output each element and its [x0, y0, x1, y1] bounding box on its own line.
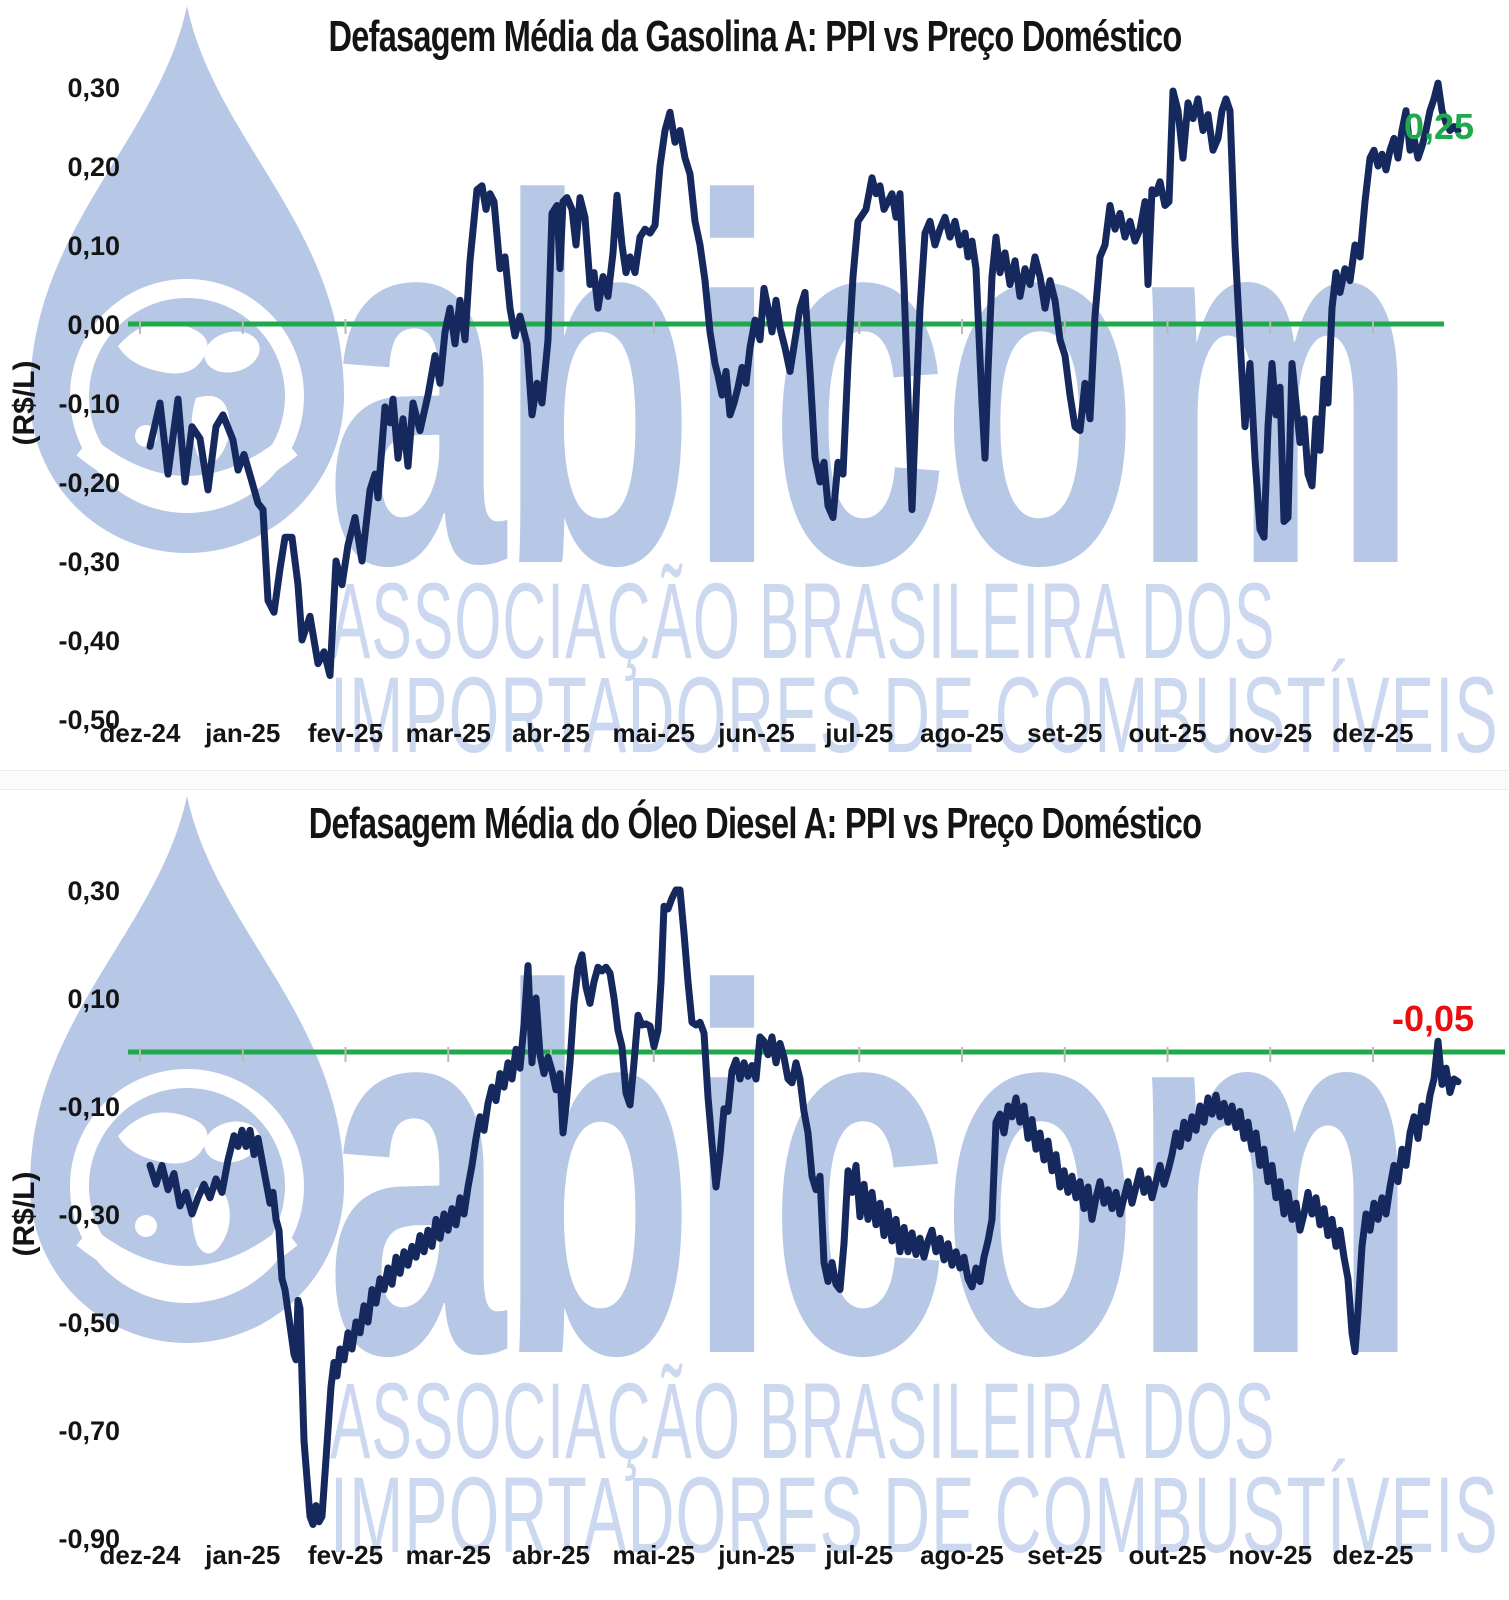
y-tick-label: -0,10	[58, 389, 120, 419]
x-tick-label: jul-25	[824, 718, 893, 748]
y-tick-label: 0,10	[67, 231, 120, 261]
watermark-subtext-line2: IMPORTADORES DE COMBUSTÍVEIS	[330, 654, 1499, 770]
x-tick-label: abr-25	[512, 718, 590, 748]
x-tick-label: set-25	[1027, 1540, 1102, 1570]
plot-layer: dez-24 jan-25 fev-25 mar-25 abr-25 mai-25 jun-…	[58, 876, 1505, 1570]
series-line	[146, 886, 1462, 1528]
diesel-chart: abicom ASSOCIAÇÃO BRASILEIRA DOS IMPORTA…	[8, 796, 1505, 1575]
x-tick-label: dez-24	[100, 1540, 181, 1570]
y-tick-label: -0,30	[58, 1200, 120, 1230]
x-tick-label: fev-25	[308, 718, 383, 748]
y-tick-label: 0,30	[67, 876, 120, 906]
watermark-subtext-line2: IMPORTADORES DE COMBUSTÍVEIS	[330, 1454, 1499, 1575]
y-tick-label: 0,00	[67, 310, 120, 340]
x-tick-label: jan-25	[204, 718, 280, 748]
diesel-chart-panel: abicom ASSOCIAÇÃO BRASILEIRA DOS IMPORTA…	[0, 790, 1509, 1600]
gasolina-chart: abicom ASSOCIAÇÃO BRASILEIRA DOS IMPORTA…	[8, 6, 1499, 770]
y-tick-label: -0,50	[58, 705, 120, 735]
x-tick-label: dez-24	[100, 718, 181, 748]
y-tick-label: -0,10	[58, 1092, 120, 1122]
x-tick-label: nov-25	[1228, 718, 1312, 748]
y-tick-label: -0,20	[58, 468, 120, 498]
watermark-brand-text: abicom	[326, 881, 1410, 1463]
last-value-label: -0,05	[1392, 998, 1474, 1039]
x-tick-label: nov-25	[1228, 1540, 1312, 1570]
globe-continent-east	[204, 331, 260, 373]
globe-swoosh	[76, 436, 298, 500]
x-tick-label: out-25	[1129, 1540, 1207, 1570]
x-tick-label: mar-25	[406, 718, 491, 748]
plot-layer: dez-24 jan-25 fev-25 mar-25 abr-25 mai-25 jun-…	[58, 73, 1474, 748]
chart-title: Defasagem Média da Gasolina A: PPI vs Pr…	[328, 12, 1181, 61]
y-tick-label: -0,40	[58, 626, 120, 656]
y-tick-label: -0,70	[58, 1416, 120, 1446]
y-axis-title: (R$/L)	[8, 1172, 41, 1257]
y-tick-label: -0,50	[58, 1308, 120, 1338]
globe-continent-south	[191, 1185, 230, 1254]
y-tick-label: -0,90	[58, 1524, 120, 1554]
x-tick-label: jun-25	[717, 718, 795, 748]
x-tick-label: dez-25	[1333, 718, 1414, 748]
abicom-watermark: abicom ASSOCIAÇÃO BRASILEIRA DOS IMPORTA…	[30, 796, 1499, 1575]
chart-title: Defasagem Média do Óleo Diesel A: PPI vs…	[309, 798, 1202, 848]
x-tick-label: mai-25	[613, 1540, 695, 1570]
x-tick-label: jun-25	[717, 1540, 795, 1570]
x-tick-label: ago-25	[920, 718, 1004, 748]
x-tick-label: fev-25	[308, 1540, 383, 1570]
watermark-subtext-line1: ASSOCIAÇÃO BRASILEIRA DOS	[330, 561, 1275, 682]
x-tick-label: ago-25	[920, 1540, 1004, 1570]
x-tick-label: mai-25	[613, 718, 695, 748]
x-tick-label: jul-25	[824, 1540, 893, 1570]
globe-continent-north	[118, 1112, 208, 1164]
x-tick-label: abr-25	[512, 1540, 590, 1570]
panel-divider	[0, 770, 1509, 790]
series-line	[146, 79, 1462, 679]
y-tick-label: -0,30	[58, 547, 120, 577]
last-value-label: 0,25	[1404, 106, 1474, 147]
x-tick-label: dez-25	[1333, 1540, 1414, 1570]
y-tick-label: 0,10	[67, 984, 120, 1014]
y-tick-label: 0,30	[67, 73, 120, 103]
x-tick-label: set-25	[1027, 718, 1102, 748]
x-tick-label: mar-25	[406, 1540, 491, 1570]
y-axis-title: (R$/L)	[8, 361, 41, 446]
watermark-subtext-line1: ASSOCIAÇÃO BRASILEIRA DOS	[330, 1361, 1275, 1482]
globe-swoosh	[76, 1226, 298, 1290]
globe-island	[135, 1215, 157, 1237]
globe-continent-north	[118, 322, 208, 374]
y-tick-label: 0,20	[67, 152, 120, 182]
gasolina-chart-panel: abicom ASSOCIAÇÃO BRASILEIRA DOS IMPORTA…	[0, 0, 1509, 770]
x-tick-label: jan-25	[204, 1540, 280, 1570]
x-tick-label: out-25	[1129, 718, 1207, 748]
